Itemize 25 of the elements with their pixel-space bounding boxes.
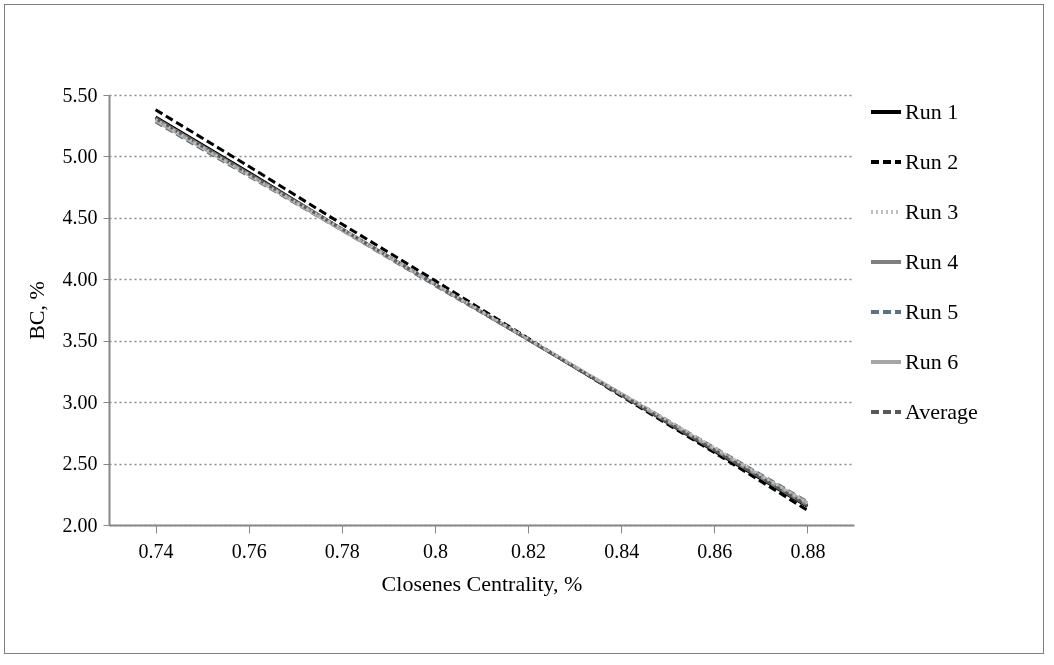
x-tick-label: 0.84 [604, 539, 640, 562]
x-tick-label: 0.76 [231, 539, 267, 562]
x-tick-label: 0.8 [422, 539, 448, 562]
x-tick-label: 0.82 [511, 539, 547, 562]
y-tick-label: 2.50 [62, 452, 98, 475]
legend-label: Run 1 [905, 99, 959, 124]
legend-label: Run 5 [905, 299, 959, 324]
legend-label: Run 6 [905, 349, 959, 374]
x-axis-title: Closenes Centrality, % [381, 570, 583, 596]
y-tick-label: 5.00 [62, 144, 98, 167]
x-tick-label: 0.74 [138, 539, 174, 562]
y-tick-label: 2.00 [62, 513, 98, 536]
y-tick-label: 3.50 [62, 329, 98, 352]
legend-label: Run 4 [905, 249, 959, 274]
y-tick-label: 4.00 [62, 267, 98, 290]
y-axis-title: BC, % [23, 281, 49, 340]
y-tick-label: 5.50 [62, 83, 98, 106]
y-tick-label: 4.50 [62, 206, 98, 229]
x-tick-label: 0.78 [324, 539, 360, 562]
legend-label: Run 3 [905, 199, 959, 224]
x-tick-label: 0.86 [697, 539, 733, 562]
x-tick-label: 0.88 [790, 539, 826, 562]
legend-label: Average [905, 399, 978, 424]
y-tick-label: 3.00 [62, 390, 98, 413]
legend-label: Run 2 [905, 149, 959, 174]
